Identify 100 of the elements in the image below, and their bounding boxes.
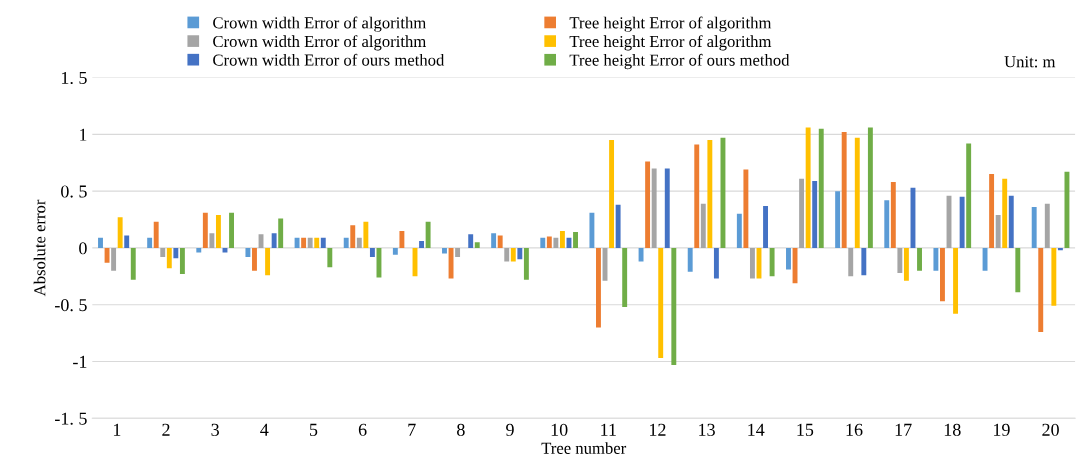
- bar: [573, 232, 578, 248]
- bar: [278, 218, 284, 248]
- bar: [294, 237, 300, 248]
- x-tick-label: 5: [309, 423, 318, 436]
- bar: [546, 236, 552, 248]
- bar: [517, 247, 523, 260]
- bar: [179, 247, 185, 275]
- bar: [671, 247, 677, 365]
- bar: [763, 205, 769, 248]
- bar: [812, 180, 818, 248]
- bar: [707, 140, 713, 248]
- bar: [818, 128, 824, 248]
- text: Unit: m: [1004, 56, 1056, 68]
- bar: [848, 247, 854, 277]
- x-tick-label: 4: [260, 423, 269, 436]
- x-tick-label: 18: [944, 423, 961, 436]
- y-tick-label: 0: [79, 242, 87, 255]
- y-tick-label: 1: [80, 128, 87, 141]
- bar: [124, 235, 130, 248]
- bar: [320, 237, 326, 248]
- bar: [622, 247, 628, 307]
- x-tick-label: 1: [113, 423, 121, 436]
- bar: [510, 247, 516, 262]
- bar: [173, 247, 179, 259]
- x-tick-label: 13: [699, 423, 715, 436]
- bar: [307, 237, 313, 248]
- legend-label: Crown width Error of algorithm: [213, 16, 427, 32]
- bar: [327, 247, 333, 268]
- bar: [215, 214, 221, 248]
- bar: [474, 242, 480, 248]
- bar: [658, 247, 664, 359]
- x-tick-label: 15: [797, 423, 814, 436]
- bar: [687, 247, 693, 272]
- bar: [497, 235, 503, 248]
- bar: [884, 200, 890, 248]
- bar: [743, 169, 749, 248]
- bar: [350, 225, 356, 248]
- x-axis-title: Tree number: [541, 442, 627, 454]
- bar: [805, 127, 811, 248]
- bar: [504, 247, 510, 262]
- bar: [209, 233, 215, 248]
- bar: [356, 237, 362, 248]
- x-tick-label: 2: [162, 423, 170, 436]
- bar: [343, 237, 349, 248]
- bar: [419, 241, 425, 248]
- bar: [160, 247, 166, 258]
- bar: [596, 247, 601, 328]
- bar: [867, 127, 873, 248]
- bar: [523, 247, 529, 280]
- bar: [609, 140, 615, 248]
- bar: [399, 230, 405, 248]
- bar: [645, 161, 651, 248]
- bar: [442, 247, 447, 254]
- bar: [835, 191, 841, 248]
- bar: [245, 247, 251, 258]
- legend-label: Crown width Error of algorithm: [213, 35, 427, 51]
- bar: [448, 247, 454, 279]
- x-tick-label: 12: [650, 423, 666, 436]
- legend-label: Tree height Error of algorithm: [569, 16, 772, 32]
- bar: [861, 247, 867, 276]
- bar: [229, 212, 234, 248]
- bar: [425, 221, 431, 248]
- x-tick-label: 16: [846, 423, 863, 436]
- bar: [202, 212, 208, 248]
- bar: [769, 247, 775, 277]
- bar: [799, 178, 805, 248]
- legend-label: Tree height Error of algorithm: [569, 35, 772, 51]
- legend-label: Crown width Error of ours method: [213, 53, 445, 66]
- x-tick-label: 14: [748, 423, 765, 436]
- y-tick-label: -1. 5: [55, 412, 87, 425]
- bar: [1038, 247, 1044, 332]
- bar: [953, 247, 959, 314]
- bar: [468, 234, 474, 248]
- bar: [749, 247, 755, 279]
- bar: [1057, 247, 1063, 251]
- bar: [989, 174, 995, 248]
- bar: [966, 143, 972, 248]
- bar: [147, 237, 153, 248]
- y-tick-label: 0. 5: [61, 185, 87, 198]
- bar: [301, 237, 307, 248]
- bar: [890, 182, 896, 248]
- bar: [1008, 195, 1014, 248]
- bar: [995, 214, 1001, 248]
- bar: [559, 230, 565, 248]
- bar: [897, 247, 903, 273]
- bar: [1051, 247, 1057, 306]
- bar: [841, 132, 847, 248]
- bar: [1015, 247, 1021, 293]
- x-tick-label: 3: [211, 423, 219, 436]
- bar: [166, 247, 172, 269]
- bar: [651, 168, 657, 248]
- bar: [854, 137, 860, 248]
- bar: [111, 247, 117, 271]
- bar: [153, 221, 159, 248]
- bar: [314, 237, 320, 248]
- y-tick-label: -0. 5: [55, 298, 87, 312]
- y-tick-label: 1. 5: [61, 71, 87, 85]
- y-axis-title: Absolute error: [33, 199, 46, 297]
- x-tick-label: 7: [408, 423, 416, 436]
- bar: [917, 247, 922, 271]
